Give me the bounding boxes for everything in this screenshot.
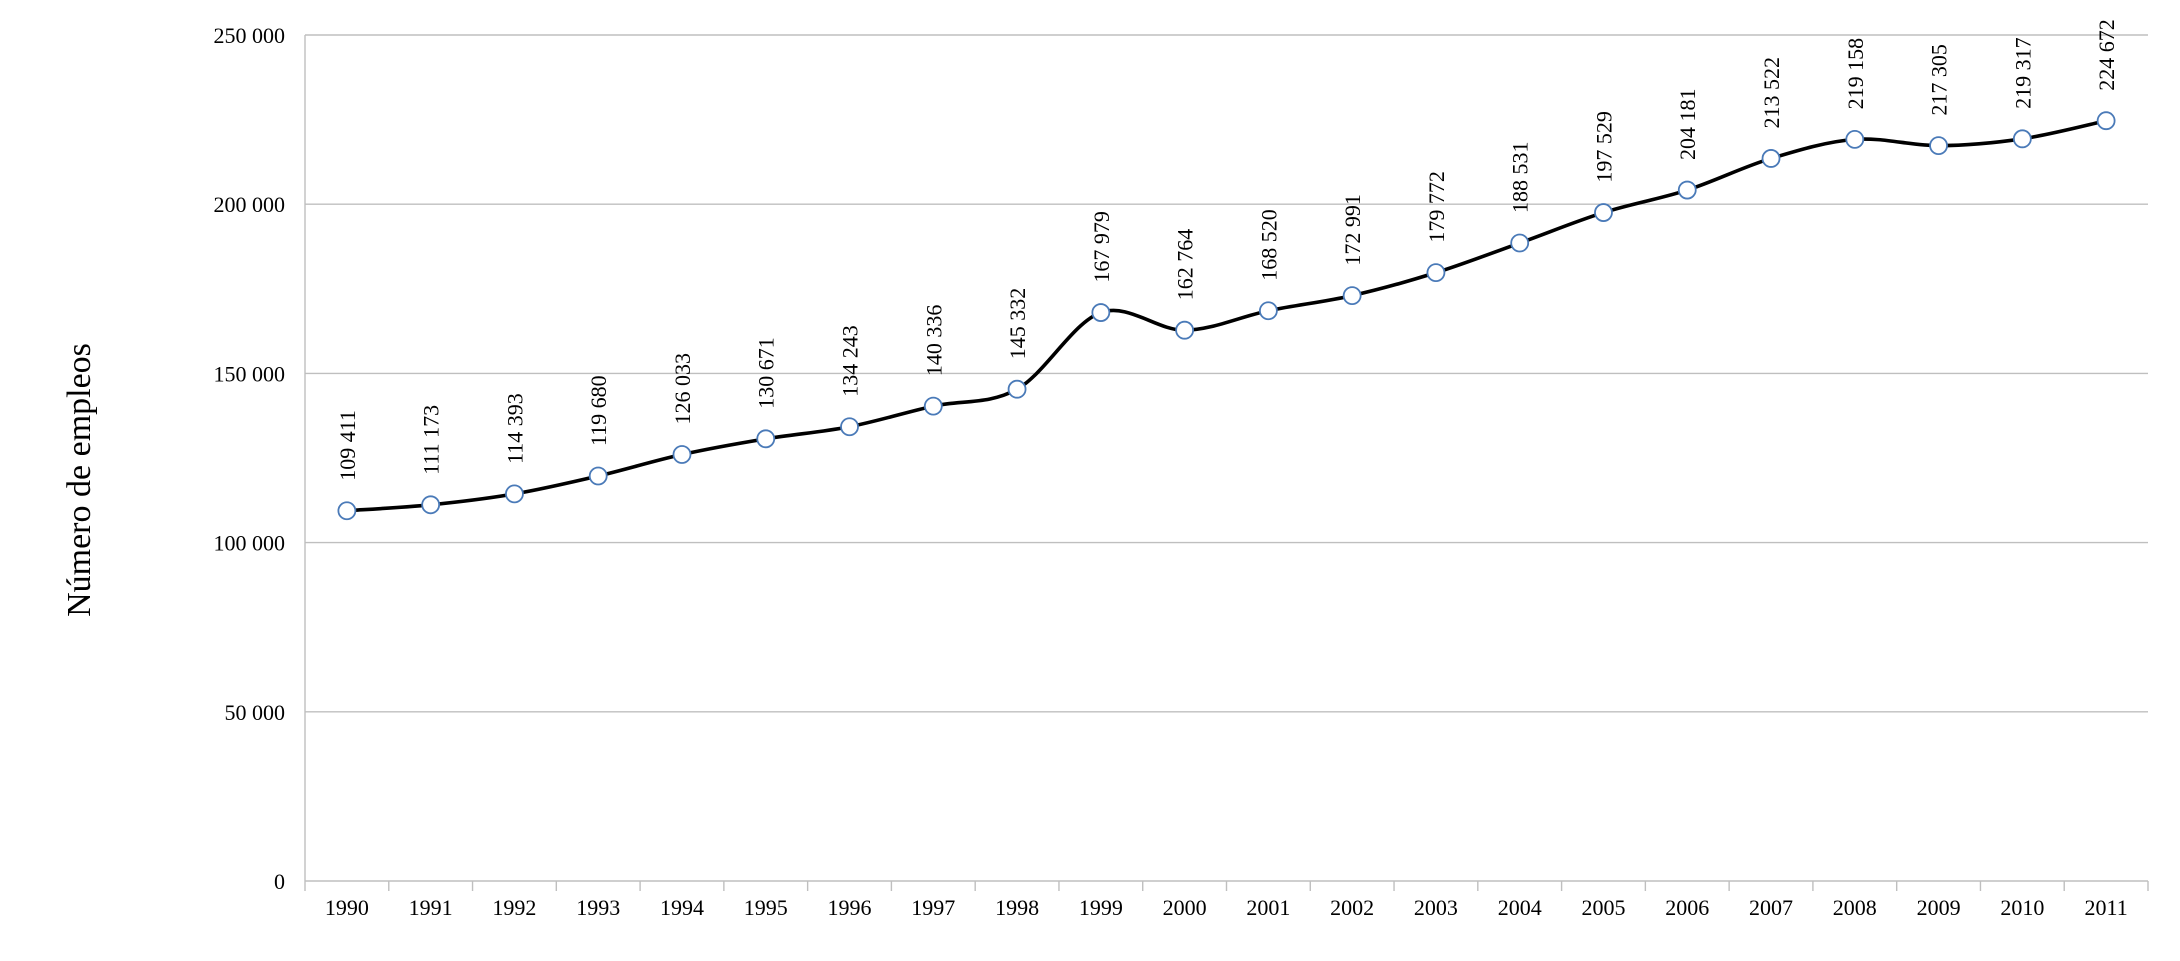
x-tick-label: 1996 [828,895,872,920]
x-tick-label: 1994 [660,895,704,920]
data-point [672,445,692,464]
data-point [2096,111,2116,131]
data-point [923,396,943,416]
data-label: 130 671 [754,337,779,409]
data-point [2012,129,2032,149]
x-tick-label: 2001 [1246,895,1290,920]
data-point [588,466,608,486]
x-axis-tick-labels: 1990 1991 1992 1993 1994 1995 1996 1997 1998 1999… [304,881,2149,920]
data-point [756,429,776,449]
x-tick-label: 2008 [1833,895,1877,920]
y-tick-label: 0 [274,869,285,894]
x-tick-label: 1990 [325,895,369,920]
data-label: 204 181 [1675,89,1700,161]
data-point [1007,379,1027,399]
x-tick-label: 1997 [911,895,955,920]
x-tick-label: 2011 [2085,895,2128,920]
data-label: 119 680 [586,375,611,446]
data-point [1258,301,1278,321]
x-tick-label: 2010 [2000,895,2044,920]
data-label: 217 305 [1927,44,1952,116]
y-axis-tick-labels: 0 50 000 100 000 150 000 200 000 250 000 [214,23,286,894]
x-tick-label: 1998 [995,895,1039,920]
y-tick-label: 250 000 [214,23,286,48]
data-label: 219 158 [1843,38,1868,110]
data-point [1845,129,1865,149]
data-point [1594,203,1613,222]
data-point [505,484,524,504]
x-tick-label: 1995 [744,895,788,920]
data-point [1342,286,1362,305]
data-label: 197 529 [1591,111,1616,183]
x-tick-label: 2009 [1917,895,1961,920]
data-label: 167 979 [1089,211,1114,283]
data-label: 109 411 [335,410,360,481]
x-tick-label: 2000 [1163,895,1207,920]
data-point [1426,263,1446,283]
data-point [840,417,859,437]
y-tick-label: 150 000 [214,361,286,386]
data-label: 219 317 [2010,37,2035,108]
x-tick-label: 2004 [1498,895,1542,920]
data-point [1510,233,1530,253]
data-label: 114 393 [502,393,527,464]
x-tick-label: 1993 [576,895,620,920]
data-label: 140 336 [921,305,946,377]
data-point [1091,303,1111,322]
y-tick-label: 100 000 [214,531,286,556]
data-point [1929,136,1948,156]
data-label: 126 033 [670,353,695,425]
gridlines [304,34,2148,882]
data-point [1175,320,1195,340]
data-label: 188 531 [1508,142,1533,214]
x-tick-label: 2002 [1330,895,1374,920]
data-point [1761,149,1781,168]
data-label: 213 522 [1759,57,1784,129]
y-axis-title: Número de empleos [61,343,98,617]
x-tick-label: 1999 [1079,895,1123,920]
data-label: 111 173 [419,405,444,475]
x-tick-label: 2003 [1414,895,1458,920]
data-point [337,501,357,521]
data-label: 134 243 [838,325,863,397]
x-tick-label: 2007 [1749,895,1793,920]
data-label: 162 764 [1173,229,1198,301]
data-label: 224 672 [2094,19,2119,91]
y-tick-label: 200 000 [214,192,286,217]
data-label: 179 772 [1424,171,1449,243]
data-labels: 109 411 111 173 114 393 119 680 126 033 130 6… [335,19,2119,481]
x-tick-label: 1992 [492,895,536,920]
data-point [421,495,441,515]
data-label: 145 332 [1005,288,1030,360]
x-tick-label: 2005 [1581,895,1625,920]
data-markers [337,111,2116,521]
x-tick-label: 1991 [409,895,453,920]
data-label: 172 991 [1340,194,1365,266]
y-tick-label: 50 000 [225,700,286,725]
data-label: 168 520 [1256,209,1281,281]
x-tick-label: 2006 [1665,895,1709,920]
series-line [345,118,2108,513]
data-point [1677,180,1697,200]
